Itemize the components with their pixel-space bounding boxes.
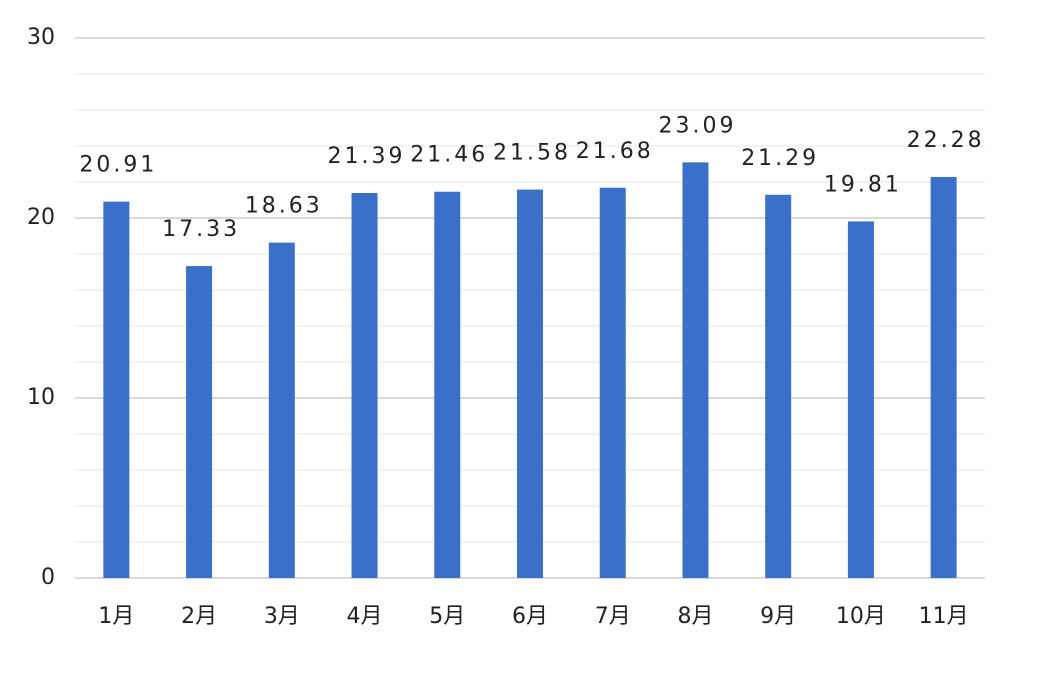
- bar: [930, 176, 957, 578]
- bar: [599, 187, 626, 578]
- x-tick-label: 4月: [347, 604, 383, 629]
- value-label: 19.81: [824, 172, 902, 197]
- bar: [103, 201, 130, 578]
- bar: [765, 194, 792, 578]
- bar: [434, 191, 461, 578]
- bar: [268, 242, 295, 578]
- value-label: 17.33: [162, 217, 240, 242]
- value-label: 21.39: [328, 144, 406, 169]
- x-tick-label: 10月: [836, 604, 886, 629]
- x-tick-label: 2月: [181, 604, 217, 629]
- value-label: 21.58: [493, 141, 571, 166]
- value-label: 22.28: [907, 128, 985, 153]
- bar: [847, 221, 874, 579]
- x-tick-label: 1月: [98, 604, 134, 629]
- x-tick-label: 5月: [429, 604, 465, 629]
- x-tick-label: 6月: [512, 604, 548, 629]
- y-tick-label: 30: [27, 25, 55, 50]
- bar: [351, 192, 378, 579]
- value-label: 18.63: [245, 194, 323, 219]
- value-label: 23.09: [658, 113, 736, 138]
- value-label: 21.29: [741, 146, 819, 171]
- x-tick-label: 7月: [595, 604, 631, 629]
- x-tick-label: 8月: [677, 604, 713, 629]
- value-label: 21.46: [410, 143, 488, 168]
- x-tick-label: 3月: [264, 604, 300, 629]
- x-tick-label: 9月: [760, 604, 796, 629]
- value-label: 20.91: [79, 153, 157, 178]
- x-tick-label: 11月: [919, 604, 969, 629]
- bar: [186, 266, 213, 578]
- bar: [517, 189, 543, 578]
- bar: [682, 162, 709, 578]
- y-tick-label: 10: [27, 385, 55, 410]
- y-tick-label: 20: [27, 205, 55, 230]
- value-label: 21.68: [576, 139, 654, 164]
- y-tick-label: 0: [41, 565, 55, 590]
